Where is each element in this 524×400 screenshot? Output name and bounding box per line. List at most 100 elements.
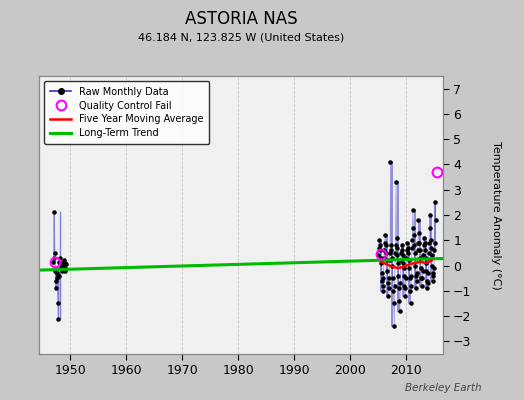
Point — [380, 255, 388, 261]
Point — [385, 275, 394, 281]
Point — [394, 252, 402, 259]
Point — [388, 262, 397, 269]
Point — [402, 247, 411, 254]
Point — [55, 258, 63, 265]
Point — [377, 270, 386, 276]
Point — [52, 275, 61, 281]
Y-axis label: Temperature Anomaly (°C): Temperature Anomaly (°C) — [491, 141, 501, 289]
Point — [407, 272, 416, 279]
Point — [57, 265, 66, 271]
Point — [393, 245, 401, 251]
Point — [407, 300, 415, 307]
Point — [415, 230, 423, 236]
Point — [401, 293, 409, 299]
Point — [375, 245, 383, 251]
Point — [387, 242, 395, 248]
Text: ASTORIA NAS: ASTORIA NAS — [185, 10, 297, 28]
Point — [50, 255, 58, 261]
Point — [423, 280, 432, 286]
Point — [380, 240, 389, 246]
Point — [58, 268, 66, 274]
Point — [412, 285, 420, 292]
Point — [52, 285, 60, 292]
Point — [408, 245, 416, 251]
Point — [381, 232, 389, 238]
Point — [423, 278, 431, 284]
Point — [422, 268, 431, 274]
Point — [424, 250, 433, 256]
Legend: Raw Monthly Data, Quality Control Fail, Five Year Moving Average, Long-Term Tren: Raw Monthly Data, Quality Control Fail, … — [44, 81, 210, 144]
Point — [58, 266, 67, 272]
Point — [61, 265, 69, 271]
Point — [403, 245, 412, 251]
Point — [376, 247, 385, 254]
Point — [57, 261, 65, 268]
Point — [54, 272, 63, 279]
Point — [397, 250, 406, 256]
Point — [392, 179, 400, 185]
Point — [425, 212, 434, 218]
Point — [419, 268, 427, 274]
Point — [378, 278, 386, 284]
Point — [385, 285, 393, 292]
Point — [387, 247, 396, 254]
Point — [383, 257, 391, 264]
Point — [51, 278, 60, 284]
Point — [400, 272, 408, 279]
Point — [394, 260, 402, 266]
Point — [430, 265, 438, 271]
Point — [402, 255, 410, 261]
Point — [432, 217, 440, 223]
Point — [49, 258, 58, 265]
Point — [424, 270, 432, 276]
Point — [378, 288, 387, 294]
Point — [420, 234, 428, 241]
Point — [392, 234, 401, 241]
Point — [395, 298, 403, 304]
Point — [405, 265, 413, 271]
Point — [415, 240, 423, 246]
Point — [376, 255, 385, 261]
Point — [429, 272, 438, 279]
Point — [428, 262, 436, 269]
Point — [420, 240, 429, 246]
Point — [399, 260, 407, 266]
Point — [59, 260, 67, 266]
Point — [411, 250, 419, 256]
Point — [417, 265, 425, 271]
Point — [430, 247, 439, 254]
Text: 46.184 N, 123.825 W (United States): 46.184 N, 123.825 W (United States) — [138, 32, 344, 42]
Point — [413, 247, 422, 254]
Point — [421, 255, 430, 261]
Point — [390, 323, 398, 330]
Point — [50, 250, 59, 256]
Point — [431, 199, 440, 206]
Point — [376, 242, 384, 248]
Point — [54, 300, 62, 307]
Point — [386, 250, 394, 256]
Point — [431, 240, 439, 246]
Point — [389, 288, 398, 294]
Point — [426, 224, 434, 231]
Point — [382, 250, 390, 256]
Point — [425, 240, 433, 246]
Point — [409, 224, 418, 231]
Point — [62, 261, 70, 268]
Point — [404, 250, 412, 256]
Point — [411, 272, 420, 279]
Point — [414, 240, 422, 246]
Point — [406, 275, 414, 281]
Point — [419, 252, 428, 259]
Point — [394, 272, 402, 279]
Point — [380, 247, 389, 254]
Point — [403, 240, 411, 246]
Point — [409, 207, 417, 213]
Point — [377, 260, 385, 266]
Point — [396, 280, 405, 286]
Point — [422, 260, 430, 266]
Point — [56, 260, 64, 266]
Point — [388, 255, 396, 261]
Point — [421, 247, 429, 254]
Point — [386, 159, 395, 165]
Point — [412, 278, 421, 284]
